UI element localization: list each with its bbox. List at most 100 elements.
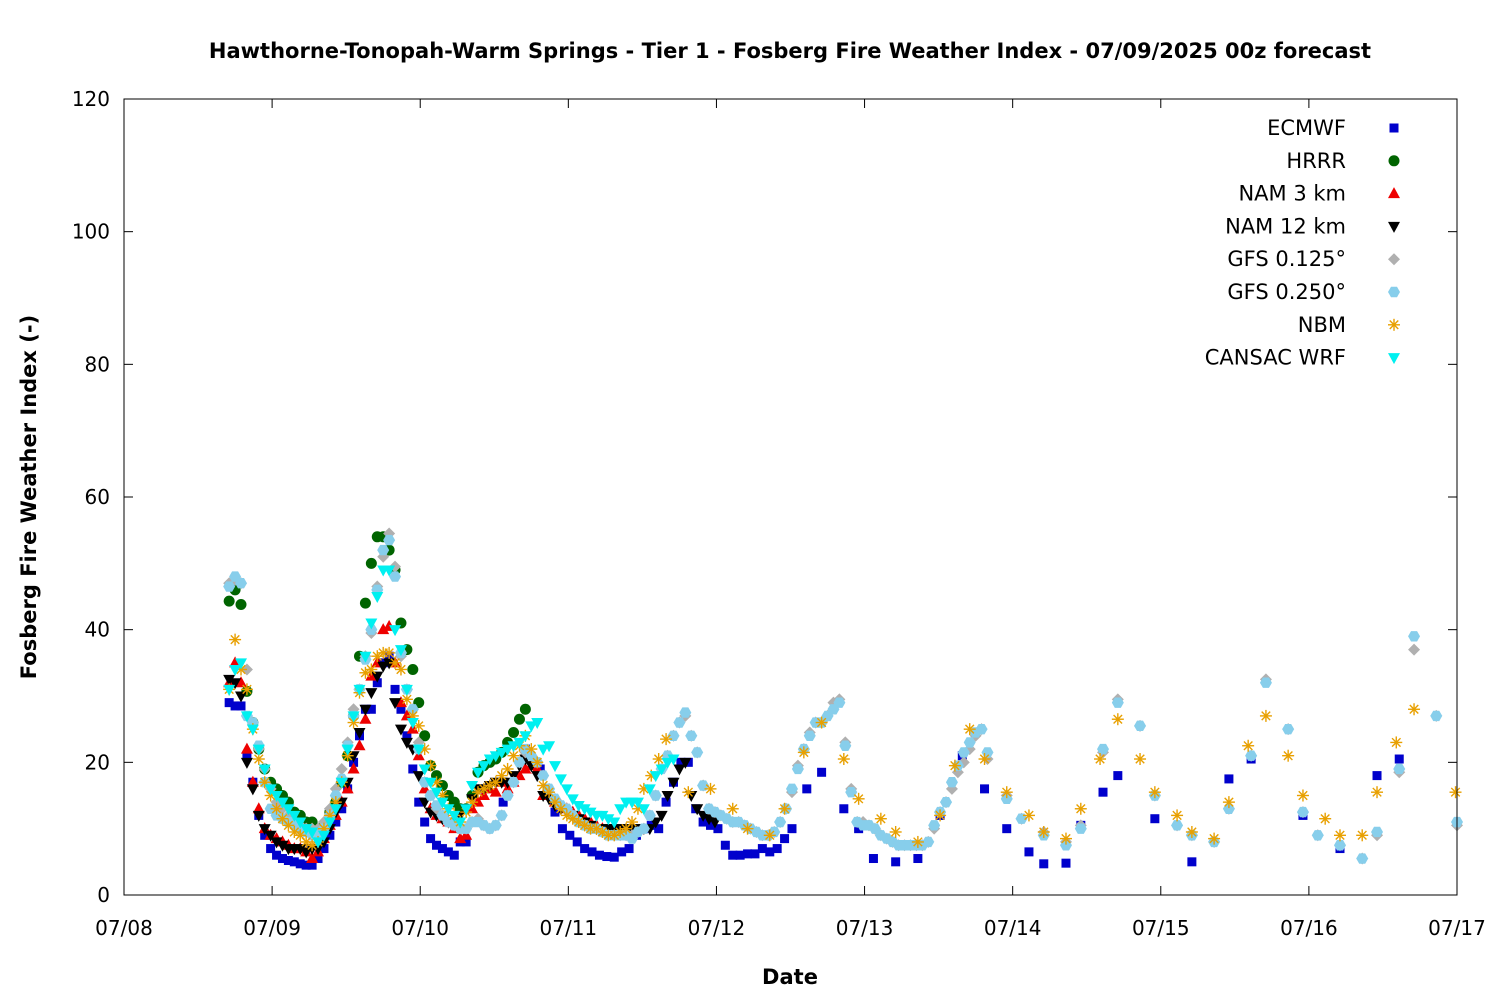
data-point xyxy=(661,791,674,802)
data-point xyxy=(390,684,400,694)
data-point xyxy=(661,797,671,807)
data-point xyxy=(306,852,319,864)
data-point xyxy=(911,835,924,848)
data-point xyxy=(359,651,372,663)
data-point xyxy=(537,744,550,756)
legend-label: NAM 3 km xyxy=(1238,182,1346,206)
data-point xyxy=(349,757,359,767)
data-point xyxy=(288,810,301,822)
data-point xyxy=(270,791,283,802)
data-point xyxy=(513,757,526,768)
data-point xyxy=(750,849,760,859)
data-point xyxy=(631,797,644,809)
data-point xyxy=(246,784,259,796)
data-point xyxy=(594,850,604,860)
data-point xyxy=(691,747,704,758)
data-point xyxy=(626,816,639,829)
data-point xyxy=(560,784,573,796)
data-point xyxy=(519,762,532,774)
data-point xyxy=(852,792,865,805)
data-point xyxy=(235,598,247,610)
data-point xyxy=(501,790,514,801)
data-point xyxy=(704,782,717,795)
series-0 xyxy=(224,651,1404,870)
data-point xyxy=(1037,825,1050,838)
data-point xyxy=(313,854,323,864)
data-point xyxy=(1259,709,1272,722)
data-point xyxy=(420,817,430,827)
legend-marker xyxy=(1388,155,1400,167)
data-point xyxy=(258,764,271,776)
data-point xyxy=(495,769,508,782)
x-tick-label: 07/17 xyxy=(1428,916,1486,940)
data-point xyxy=(580,844,590,854)
data-point xyxy=(1282,723,1295,735)
data-point xyxy=(365,688,378,700)
data-point xyxy=(341,744,354,756)
data-point xyxy=(407,663,419,675)
data-point xyxy=(508,726,520,738)
x-tick-label: 07/11 xyxy=(540,916,598,940)
data-point xyxy=(460,804,473,816)
data-point xyxy=(1171,809,1184,822)
data-point xyxy=(1356,829,1369,842)
data-point xyxy=(1015,813,1028,824)
data-point xyxy=(258,824,271,836)
data-point xyxy=(667,777,680,789)
data-point xyxy=(839,804,849,814)
data-point xyxy=(252,802,265,814)
data-point xyxy=(242,751,252,761)
data-point xyxy=(543,786,556,799)
data-point xyxy=(1372,771,1382,781)
legend-label: ECMWF xyxy=(1267,116,1346,140)
data-point xyxy=(483,754,496,766)
data-point xyxy=(337,804,347,814)
data-point xyxy=(1408,631,1421,642)
data-point xyxy=(414,797,424,807)
data-point xyxy=(1134,720,1147,732)
data-point xyxy=(371,592,384,603)
data-point xyxy=(383,646,396,659)
series-6 xyxy=(223,633,1462,852)
legend-marker xyxy=(1388,353,1400,365)
x-tick-label: 07/12 xyxy=(688,916,746,940)
data-point xyxy=(383,658,396,670)
data-point xyxy=(772,844,782,854)
data-point xyxy=(223,674,236,686)
data-point xyxy=(1408,643,1421,656)
data-point xyxy=(252,810,265,822)
data-point xyxy=(837,753,850,766)
legend-marker xyxy=(1389,123,1399,133)
data-point xyxy=(596,810,609,822)
data-point xyxy=(501,744,514,756)
data-point xyxy=(235,691,248,703)
data-point xyxy=(406,718,419,730)
data-point xyxy=(396,704,406,714)
data-point xyxy=(1111,697,1124,708)
data-point xyxy=(978,753,991,766)
data-point xyxy=(260,830,270,840)
data-point xyxy=(868,854,878,864)
legend-marker xyxy=(1388,318,1400,331)
data-point xyxy=(624,844,634,854)
data-point xyxy=(587,847,597,857)
chart-title: Hawthorne-Tonopah-Warm Springs - Tier 1 … xyxy=(209,39,1371,63)
data-point xyxy=(975,723,988,735)
data-point xyxy=(394,696,407,708)
data-point xyxy=(489,820,502,831)
data-point xyxy=(289,857,299,867)
data-point xyxy=(1111,713,1124,726)
data-point xyxy=(685,730,698,741)
data-point xyxy=(236,701,246,711)
data-point xyxy=(537,770,550,781)
data-point xyxy=(1222,796,1235,809)
data-point xyxy=(1222,803,1235,814)
data-point xyxy=(617,847,627,857)
data-point xyxy=(1371,826,1384,838)
data-point xyxy=(1022,809,1035,822)
data-point xyxy=(437,844,447,854)
data-points xyxy=(223,527,1463,870)
data-point xyxy=(1185,825,1198,838)
data-point xyxy=(442,804,455,816)
data-point xyxy=(365,557,377,569)
